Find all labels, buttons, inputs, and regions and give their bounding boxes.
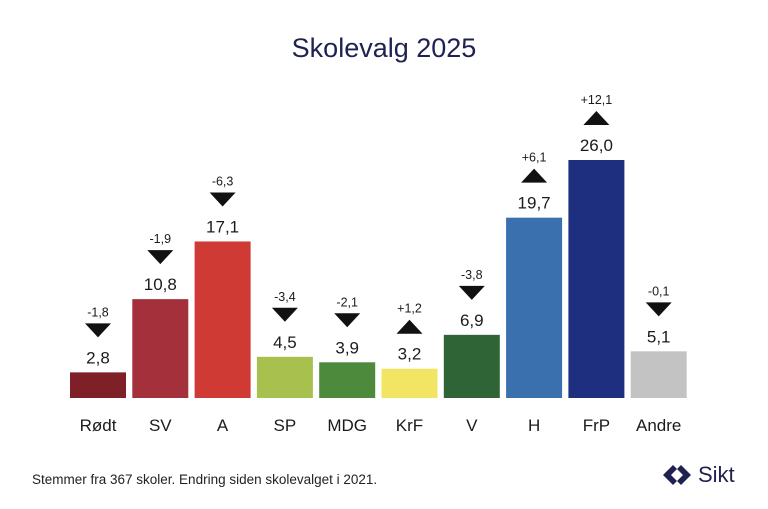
value-label-3: 4,5 — [273, 333, 297, 352]
bar-1 — [132, 299, 189, 398]
value-label-9: 5,1 — [647, 327, 671, 346]
decrease-arrow-6 — [458, 285, 485, 300]
category-label-9: Andre — [636, 416, 681, 435]
bar-4 — [319, 362, 376, 398]
bar-0 — [70, 372, 126, 398]
change-label-1: -1,9 — [150, 232, 172, 246]
sikt-logo: Sikt — [662, 462, 735, 488]
bar-2 — [194, 241, 251, 398]
increase-arrow-7 — [521, 168, 548, 183]
value-label-2: 17,1 — [206, 217, 239, 236]
category-label-3: SP — [274, 416, 297, 435]
category-label-8: FrP — [583, 416, 610, 435]
footnote: Stemmer fra 367 skoler. Endring siden sk… — [32, 472, 378, 487]
increase-arrow-8 — [583, 111, 610, 125]
bar-7 — [506, 217, 563, 398]
change-label-8: +12,1 — [581, 93, 613, 107]
decrease-arrow-2 — [209, 192, 236, 207]
category-label-0: Rødt — [80, 416, 117, 435]
decrease-arrow-0 — [85, 323, 111, 338]
category-label-2: A — [217, 416, 229, 435]
change-label-5: +1,2 — [397, 302, 422, 316]
category-label-6: V — [466, 416, 478, 435]
value-label-8: 26,0 — [580, 136, 613, 155]
increase-arrow-5 — [396, 319, 423, 334]
decrease-arrow-3 — [271, 307, 298, 322]
bar-6 — [443, 334, 500, 398]
decrease-arrow-1 — [147, 250, 174, 265]
category-label-1: SV — [149, 416, 172, 435]
category-label-4: MDG — [327, 416, 367, 435]
sikt-logo-icon — [663, 465, 691, 485]
value-label-0: 2,8 — [86, 348, 110, 367]
change-label-2: -6,3 — [212, 174, 234, 188]
change-label-9: -0,1 — [648, 284, 670, 298]
bar-8 — [568, 160, 625, 398]
decrease-arrow-4 — [334, 313, 361, 328]
decrease-arrow-9 — [645, 302, 672, 317]
change-label-6: -3,8 — [461, 268, 483, 282]
value-label-6: 6,9 — [460, 311, 484, 330]
category-label-5: KrF — [396, 416, 423, 435]
change-label-7: +6,1 — [522, 151, 547, 165]
bar-9 — [630, 351, 687, 398]
bar-5 — [381, 368, 438, 398]
change-label-3: -3,4 — [274, 290, 296, 304]
logo-text: Sikt — [698, 462, 735, 487]
value-label-4: 3,9 — [335, 338, 359, 357]
value-label-5: 3,2 — [398, 345, 422, 364]
change-label-4: -2,1 — [336, 295, 358, 309]
category-label-7: H — [528, 416, 540, 435]
change-label-0: -1,8 — [87, 305, 109, 319]
chart-title: Skolevalg 2025 — [291, 33, 477, 63]
value-label-1: 10,8 — [144, 275, 177, 294]
value-label-7: 19,7 — [518, 194, 551, 213]
bar-3 — [256, 356, 313, 398]
